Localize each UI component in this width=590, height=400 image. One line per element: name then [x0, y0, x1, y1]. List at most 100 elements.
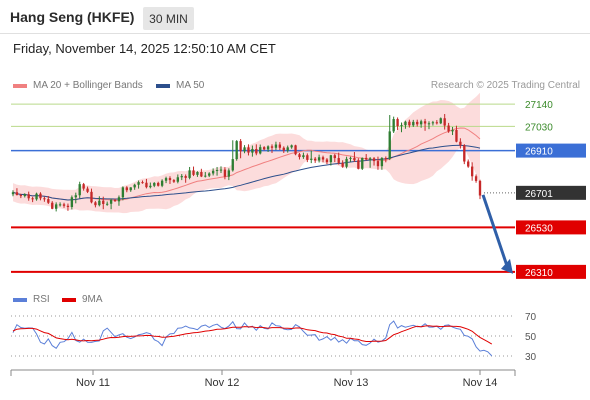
- candle: [66, 205, 70, 207]
- chart-datetime: Friday, November 14, 2025 12:50:10 AM CE…: [13, 41, 276, 56]
- candle: [121, 187, 125, 198]
- level-box-5: [516, 264, 586, 279]
- bollinger-band: [13, 92, 480, 214]
- candle: [419, 121, 423, 125]
- candle: [310, 158, 313, 160]
- legend-ma20-bollinger: MA 20 + Bollinger Bands: [13, 80, 143, 91]
- candle: [15, 192, 19, 196]
- candle: [247, 147, 250, 153]
- level-label-0: 27140: [525, 100, 553, 111]
- candle: [439, 118, 442, 124]
- rsi-ma-line: [12, 325, 493, 345]
- candle: [349, 157, 352, 159]
- legend-rsi: RSI: [13, 294, 50, 305]
- candle: [278, 144, 282, 148]
- header-divider: [0, 33, 590, 34]
- candle: [459, 141, 462, 146]
- candle: [467, 161, 470, 167]
- candle: [266, 146, 270, 150]
- candle: [153, 182, 156, 186]
- forecast-arrow-head: [501, 258, 513, 274]
- x-tick-label: Nov 14: [463, 377, 498, 389]
- candle: [70, 197, 74, 207]
- candle: [172, 180, 176, 182]
- candle: [231, 159, 234, 171]
- candle: [149, 185, 152, 188]
- candle: [94, 202, 97, 206]
- rsi-line: [12, 320, 493, 357]
- candle: [274, 144, 278, 148]
- x-tick-label: Nov 13: [334, 377, 369, 389]
- candle: [259, 147, 262, 154]
- candle: [117, 197, 121, 202]
- candle: [443, 118, 446, 126]
- candle: [388, 131, 391, 159]
- candle: [282, 147, 285, 151]
- level-label-2: 26910: [525, 147, 553, 158]
- candle: [427, 123, 431, 125]
- candle: [255, 148, 258, 154]
- candle: [341, 162, 344, 167]
- candle: [82, 184, 85, 189]
- candle: [47, 199, 50, 203]
- candle: [298, 154, 301, 158]
- x-tick-label: Nov 12: [205, 377, 240, 389]
- candle: [145, 182, 148, 188]
- candle: [86, 188, 89, 192]
- candle: [62, 204, 66, 206]
- candle: [455, 129, 458, 142]
- legend-ma50-label: MA 50: [176, 80, 205, 91]
- candle: [39, 193, 42, 199]
- candle: [396, 119, 399, 127]
- candle: [23, 194, 26, 197]
- candle: [102, 200, 105, 204]
- candle: [251, 148, 254, 153]
- interval-badge[interactable]: 30 MIN: [143, 7, 194, 30]
- candle: [223, 169, 227, 177]
- candle: [353, 157, 356, 161]
- rsi-ma-swatch: [62, 297, 76, 302]
- candle: [43, 198, 46, 200]
- legend-rsi-ma-label: 9MA: [82, 294, 103, 305]
- candle: [90, 191, 93, 203]
- candle: [11, 192, 15, 195]
- candle: [321, 157, 325, 160]
- candle: [270, 146, 274, 148]
- level-label-5: 26310: [525, 268, 553, 279]
- candle: [19, 195, 23, 197]
- candle: [157, 182, 160, 186]
- candle: [262, 147, 266, 150]
- candle: [106, 203, 109, 205]
- candle: [345, 158, 348, 167]
- candle: [392, 119, 395, 132]
- candle: [227, 170, 231, 177]
- candle: [313, 158, 317, 161]
- candle: [235, 141, 238, 160]
- candle: [451, 129, 454, 132]
- candle: [435, 122, 439, 124]
- instrument-title: Hang Seng (HKFE): [10, 9, 135, 25]
- candle: [384, 158, 387, 160]
- candle: [109, 199, 113, 204]
- candle: [51, 202, 54, 209]
- candle: [447, 125, 450, 132]
- candle: [137, 182, 140, 185]
- candle: [133, 184, 136, 188]
- candle: [98, 200, 101, 206]
- candle: [27, 194, 30, 199]
- candle: [160, 180, 164, 186]
- level-label-1: 27030: [525, 122, 553, 133]
- candle: [184, 176, 187, 178]
- candle: [200, 172, 203, 177]
- candle: [129, 187, 132, 191]
- candle: [78, 184, 81, 196]
- candle: [168, 178, 172, 181]
- candle: [35, 193, 38, 200]
- legend-ma50: MA 50: [156, 80, 204, 91]
- candle: [306, 155, 309, 160]
- candle: [404, 121, 407, 126]
- candle: [431, 122, 435, 124]
- level-box-3: [516, 185, 586, 200]
- level-box-2: [516, 143, 586, 158]
